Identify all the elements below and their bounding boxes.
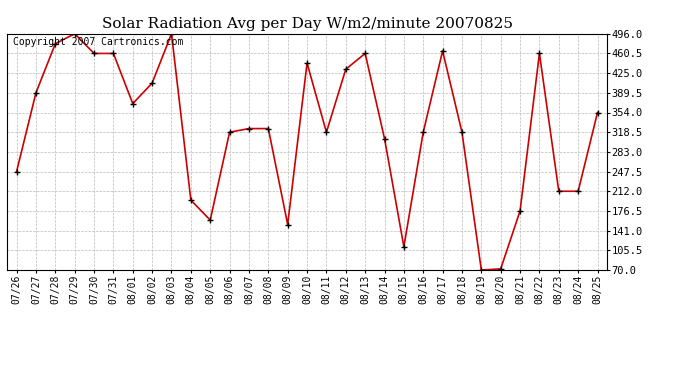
Title: Solar Radiation Avg per Day W/m2/minute 20070825: Solar Radiation Avg per Day W/m2/minute … — [101, 17, 513, 31]
Text: Copyright 2007 Cartronics.com: Copyright 2007 Cartronics.com — [13, 37, 184, 47]
